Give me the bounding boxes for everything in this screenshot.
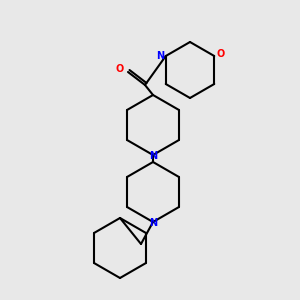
Text: O: O [216,49,224,59]
Text: N: N [149,151,157,161]
Text: N: N [156,51,164,61]
Text: N: N [149,218,157,228]
Text: O: O [116,64,124,74]
